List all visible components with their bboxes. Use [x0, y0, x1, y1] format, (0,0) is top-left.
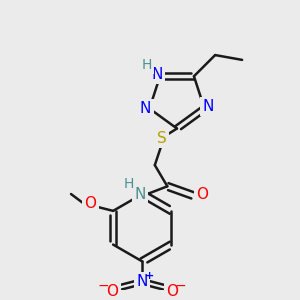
Text: H: H: [124, 177, 134, 191]
Text: H: H: [141, 58, 152, 72]
Text: −: −: [175, 278, 187, 292]
Text: N: N: [135, 187, 146, 202]
Text: S: S: [157, 131, 166, 146]
Text: +: +: [144, 271, 154, 281]
Text: O: O: [106, 284, 119, 299]
Text: N: N: [152, 67, 163, 82]
Text: O: O: [84, 196, 96, 211]
Text: O: O: [166, 284, 178, 299]
Text: N: N: [202, 99, 214, 114]
Text: O: O: [196, 187, 208, 202]
Text: N: N: [140, 101, 151, 116]
Text: −: −: [98, 278, 110, 292]
Text: N: N: [136, 274, 148, 289]
